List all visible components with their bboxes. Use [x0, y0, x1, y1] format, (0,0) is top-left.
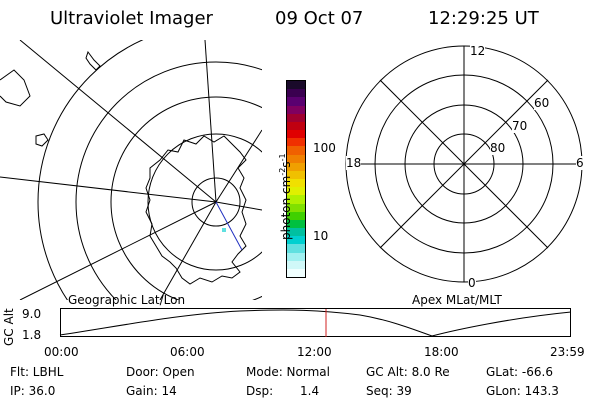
x-tick-1800: 18:00	[424, 345, 459, 359]
lat-circle-1	[191, 177, 241, 227]
colorbar-segment	[287, 179, 305, 188]
alt-plot-frame	[60, 308, 571, 337]
new-zealand-coastline	[85, 50, 101, 71]
meridian-5	[159, 201, 217, 300]
colorbar-segment	[287, 203, 305, 212]
mlat-label-70: 70	[512, 119, 528, 133]
meridian-6	[19, 201, 217, 300]
antarctica-coastline	[145, 135, 247, 285]
island-coastline	[35, 133, 49, 147]
alt-y-low: 1.8	[22, 328, 42, 342]
altitude-plot	[59, 308, 572, 337]
info-door: Door: Open	[126, 365, 195, 379]
info-mode: Mode: Normal	[246, 365, 330, 379]
colorbar-tick-high: 100	[313, 141, 336, 155]
meridian-7	[215, 201, 262, 211]
colorbar-label: photon cm-2s-1	[278, 153, 293, 240]
x-tick-0600: 06:00	[170, 345, 205, 359]
x-tick-0000: 00:00	[44, 345, 79, 359]
alt-ylabel: GC Alt	[2, 308, 16, 346]
info-gc-alt: GC Alt: 8.0 Re	[366, 365, 450, 379]
apex-label: Apex MLat/MLT	[412, 293, 502, 307]
colorbar-segment	[287, 130, 305, 139]
lat-circle-2	[147, 133, 262, 271]
altitude-curve	[59, 309, 572, 337]
meridian-4	[215, 129, 262, 203]
geographic-map	[0, 40, 262, 300]
colorbar-segment	[287, 252, 305, 261]
mlt-diagonal-2	[379, 79, 549, 249]
colorbar-segment	[287, 81, 305, 90]
meridian-1	[0, 176, 217, 203]
magnetic-polar-plot	[345, 45, 583, 283]
colorbar-segment	[287, 187, 305, 196]
colorbar-segment	[287, 162, 305, 171]
mlat-label-60: 60	[534, 96, 550, 110]
mlt-label-6: 6	[576, 156, 584, 170]
color-bar	[286, 80, 306, 278]
colorbar-segment	[287, 121, 305, 131]
mlt-label-12: 12	[470, 44, 486, 58]
colorbar-segment	[287, 97, 305, 106]
mlt-label-18: 18	[346, 156, 362, 170]
info-gain: Gain: 14	[126, 384, 177, 398]
date-label: 09 Oct 07	[275, 8, 364, 29]
colorbar-segment	[287, 89, 305, 98]
mlt-label-0: 0	[468, 276, 476, 290]
meridian-3	[204, 40, 217, 203]
info-dsp-value: 1.4	[300, 384, 320, 398]
satellite-track	[215, 201, 243, 251]
australia-coastline	[0, 69, 31, 107]
colorbar-tick-low: 10	[313, 229, 329, 243]
aurora-spot	[222, 228, 226, 232]
colorbar-segment	[287, 113, 305, 122]
meridian-2	[19, 40, 217, 203]
colorbar-segment	[287, 236, 305, 245]
geographic-label: Geographic Lat/Lon	[68, 293, 186, 307]
colorbar-segment	[287, 170, 305, 180]
colorbar-segment	[287, 146, 305, 155]
info-ip: IP: 36.0	[10, 384, 56, 398]
instrument-title: Ultraviolet Imager	[50, 8, 213, 29]
colorbar-segment	[287, 211, 305, 220]
colorbar-segment	[287, 244, 305, 253]
x-tick-1200: 12:00	[297, 345, 332, 359]
colorbar-segment	[287, 154, 305, 163]
alt-y-high: 9.0	[22, 307, 42, 321]
colorbar-segment	[287, 268, 305, 278]
colorbar-segment	[287, 105, 305, 114]
x-tick-2359: 23:59	[550, 345, 585, 359]
colorbar-segment	[287, 195, 305, 204]
lat-circle-5	[37, 40, 144, 300]
colorbar-segment	[287, 260, 305, 269]
info-flt: Flt: LBHL	[10, 365, 64, 379]
time-label: 12:29:25 UT	[428, 8, 539, 29]
info-seq: Seq: 39	[366, 384, 412, 398]
lat-circle-3	[110, 96, 262, 300]
mlat-label-80: 80	[490, 141, 506, 155]
lat-circle-4	[75, 61, 262, 300]
colorbar-segment	[287, 228, 305, 237]
colorbar-segment	[287, 138, 305, 147]
info-dsp-label: Dsp:	[246, 384, 274, 398]
info-glat: GLat: -66.6	[486, 365, 553, 379]
colorbar-segment	[287, 219, 305, 229]
info-glon: GLon: 143.3	[486, 384, 559, 398]
